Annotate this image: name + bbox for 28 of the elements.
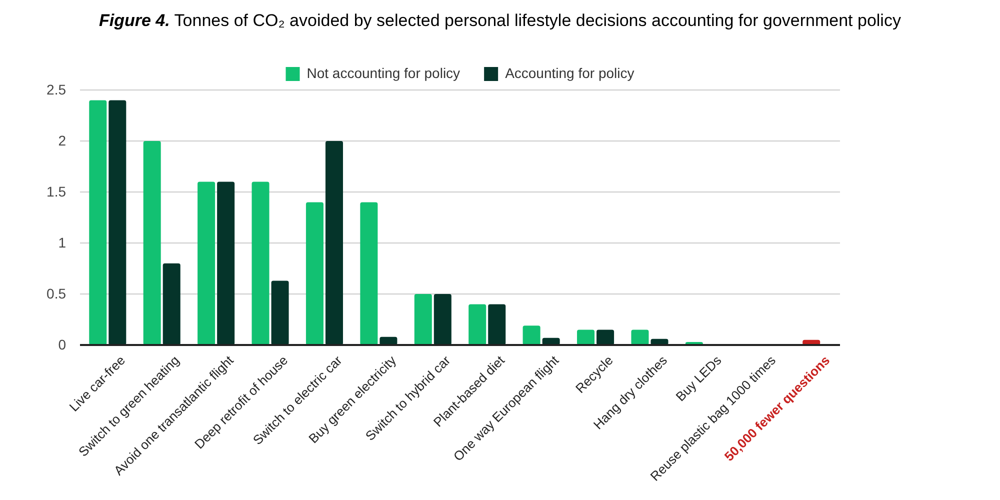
- bar: [522, 326, 540, 345]
- chart-title: Figure 4. Tonnes of CO₂ avoided by selected personal lifestyle decisions accounting for government policy: [99, 11, 902, 30]
- bar: [252, 182, 270, 345]
- y-tick-label: 0.5: [46, 285, 66, 302]
- bar: [360, 202, 378, 345]
- bar: [108, 100, 126, 345]
- bar: [488, 304, 506, 345]
- y-tick-label: 0: [58, 336, 66, 352]
- bar: [306, 202, 324, 345]
- y-tick-label: 2: [58, 132, 66, 148]
- bar: [217, 182, 235, 345]
- bar: [468, 304, 486, 345]
- bar: [162, 263, 180, 345]
- bar: [143, 141, 161, 345]
- bar: [414, 294, 432, 345]
- bar: [271, 280, 289, 345]
- bar: [434, 294, 452, 345]
- y-tick-label: 2.5: [46, 81, 66, 98]
- y-tick-label: 1.5: [46, 183, 66, 200]
- bar: [325, 141, 343, 345]
- bar: [577, 330, 595, 345]
- bar: [89, 100, 107, 345]
- bar: [596, 330, 614, 345]
- y-tick-label: 1: [58, 234, 66, 250]
- legend-label: Accounting for policy: [505, 65, 634, 81]
- bar: [631, 330, 649, 345]
- bar: [198, 182, 216, 345]
- legend-label: Not accounting for policy: [306, 65, 460, 81]
